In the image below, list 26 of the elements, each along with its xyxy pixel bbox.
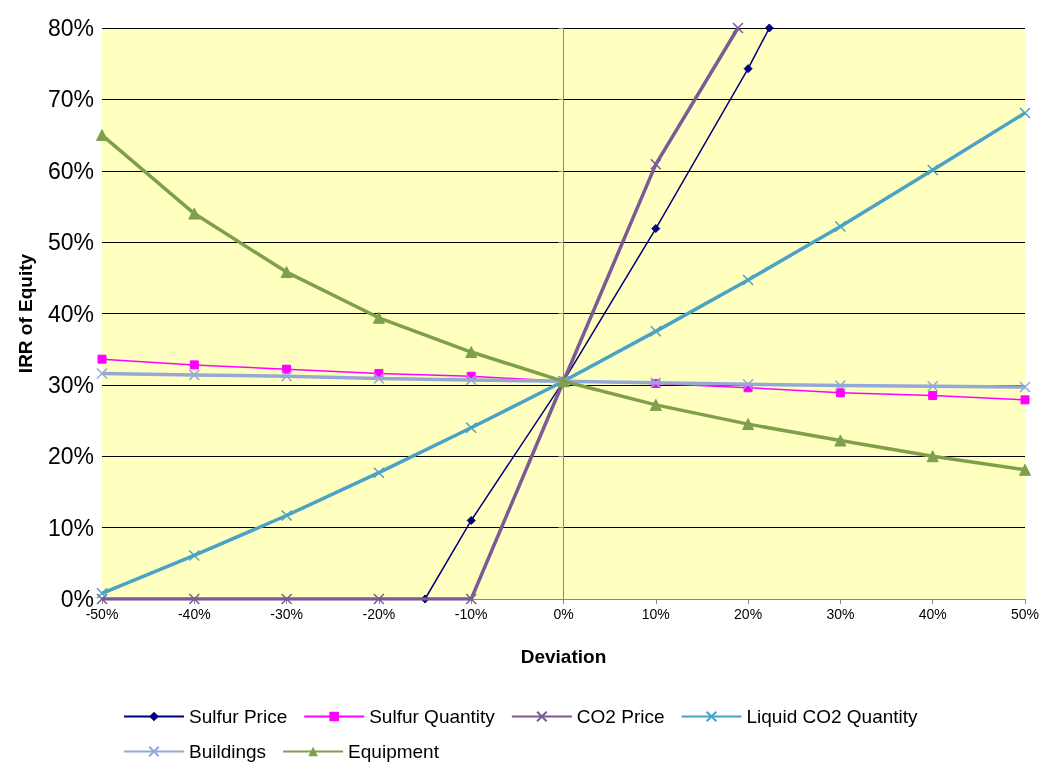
y-tick-label: 70% [47,86,94,113]
x-axis-title: Deviation [520,646,607,667]
x-tick-label: -10% [454,606,488,622]
x-tick-label: -40% [177,606,211,622]
x-tick-label: 30% [826,606,855,622]
x-tick-label: -30% [270,606,303,622]
legend-label: CO2 Price [576,706,665,727]
x-tick-label: 10% [641,606,670,622]
x-tick-label: 0% [553,606,574,622]
legend-label: Sulfur Price [189,706,288,727]
y-tick-label: 10% [47,514,94,541]
y-tick-label: 40% [47,300,94,327]
legend-label: Buildings [189,741,267,762]
y-tick-label: 60% [47,157,94,184]
legend-label: Equipment [348,741,440,762]
y-tick-label: 80% [47,15,94,41]
x-tick-label: 40% [918,606,947,622]
legend-label: Sulfur Quantity [369,706,496,727]
y-axis-title: IRR of Equity [15,253,36,374]
y-tick-label: 50% [47,229,94,256]
x-tick-label: 50% [1010,606,1040,622]
y-tick-label: 30% [47,371,94,398]
x-tick-label: -20% [362,606,396,622]
y-tick-label: 20% [47,443,94,470]
legend-label: Liquid CO2 Quantity [746,706,919,727]
x-tick-label: 20% [734,606,763,622]
